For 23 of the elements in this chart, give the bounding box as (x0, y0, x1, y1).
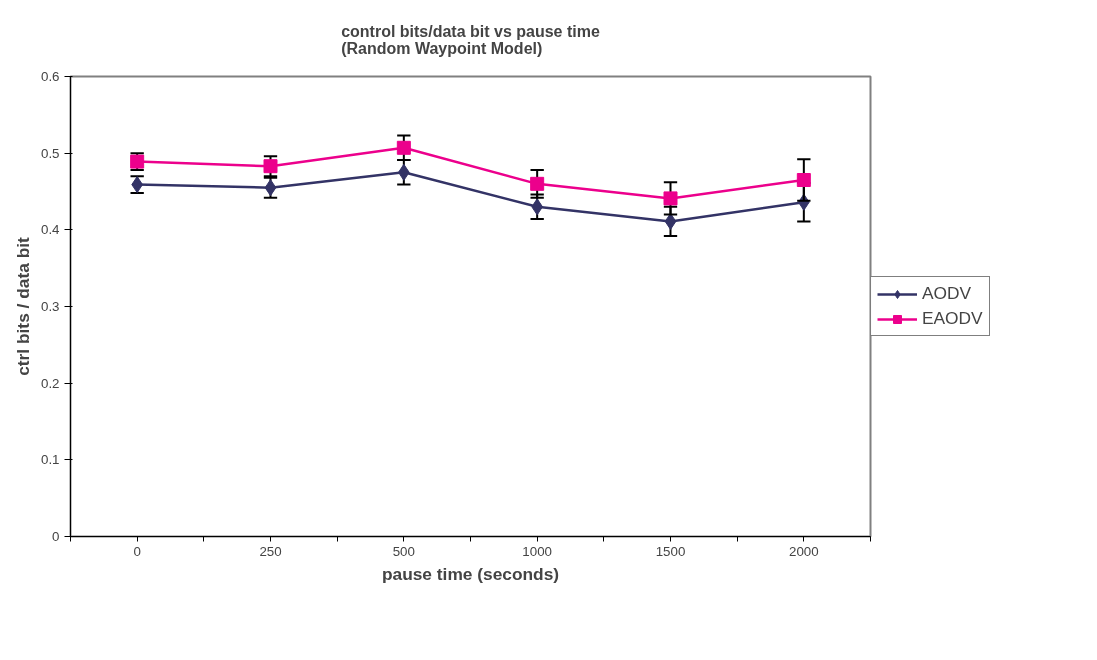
x-tick-label: 2000 (789, 543, 819, 559)
point (530, 176, 545, 191)
x-tick-label: 1000 (522, 543, 552, 559)
point (663, 191, 678, 206)
point (263, 159, 278, 174)
y-tick-label: 0.5 (40, 145, 60, 161)
y-tick-label: 0.3 (40, 299, 60, 314)
point (796, 173, 811, 187)
y-tick-label: 0.2 (40, 375, 60, 391)
x-tick-label: 1500 (655, 543, 686, 559)
x-tick-label: 500 (392, 543, 415, 559)
y-axis-title: ctrl bits / data bit (12, 236, 33, 376)
point (396, 140, 411, 155)
legend-label: EAODV (922, 308, 983, 329)
chart-title: control bits/data bit vs pause time (Random Waypoint Model) (341, 22, 600, 57)
x-axis-title: pause time (seconds) (381, 563, 560, 584)
x-tick-label: 0 (133, 543, 141, 559)
legend-label: AODV (922, 283, 972, 304)
y-tick-label: 0.1 (40, 452, 60, 468)
y-tick-label: 0 (52, 529, 60, 544)
y-tick-label: 0.6 (40, 69, 60, 84)
x-tick-label: 250 (259, 543, 282, 559)
y-tick-label: 0.4 (40, 222, 61, 238)
